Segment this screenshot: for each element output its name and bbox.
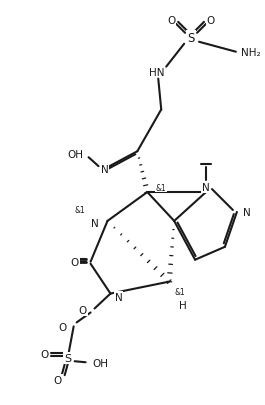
Text: N: N — [243, 207, 251, 217]
Text: NH₂: NH₂ — [241, 48, 260, 58]
Text: H: H — [179, 300, 187, 310]
Text: O: O — [59, 323, 67, 333]
Text: O: O — [78, 306, 87, 316]
Text: O: O — [207, 16, 215, 26]
Text: N: N — [202, 183, 210, 193]
Text: N: N — [91, 218, 98, 228]
Text: S: S — [64, 354, 71, 363]
Text: N: N — [114, 292, 122, 302]
Text: N: N — [101, 165, 108, 175]
Text: &1: &1 — [175, 288, 186, 296]
Text: O: O — [70, 257, 79, 267]
Text: &1: &1 — [74, 206, 85, 215]
Text: O: O — [54, 375, 62, 385]
Text: O: O — [167, 16, 175, 26]
Text: &1: &1 — [156, 183, 167, 192]
Text: S: S — [187, 32, 195, 45]
Text: O: O — [41, 350, 49, 359]
Text: OH: OH — [68, 150, 84, 160]
Text: OH: OH — [92, 358, 109, 368]
Text: HN: HN — [148, 68, 164, 77]
